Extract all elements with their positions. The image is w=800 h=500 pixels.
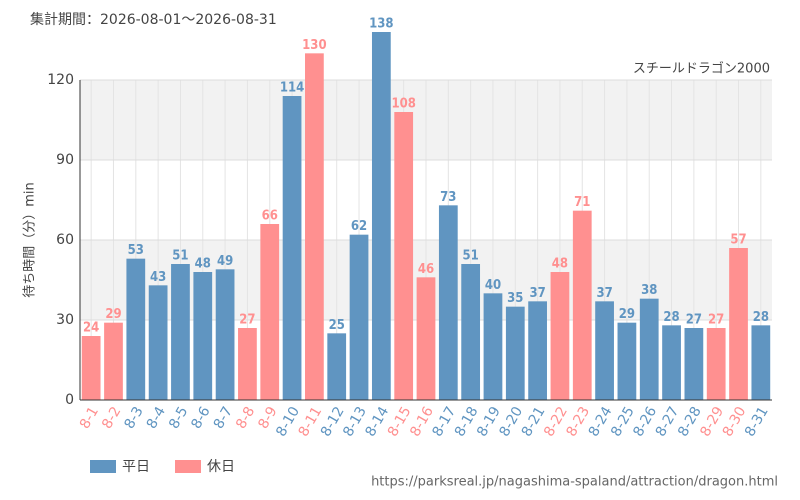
value-label: 53 <box>128 243 144 258</box>
y-tick-label: 60 <box>56 232 74 248</box>
bar <box>505 306 525 400</box>
value-label: 35 <box>507 291 523 306</box>
value-label: 29 <box>105 307 121 322</box>
bar <box>394 112 414 400</box>
bar <box>260 224 280 400</box>
bar <box>617 322 637 400</box>
bar <box>104 322 123 400</box>
x-tick-label: 8-3 <box>121 404 146 432</box>
bar <box>193 272 213 400</box>
bar <box>528 301 547 400</box>
bar <box>639 298 659 400</box>
value-label: 37 <box>529 286 545 301</box>
bar <box>595 301 614 400</box>
bar <box>706 328 726 400</box>
x-tick-label: 8-1 <box>77 404 102 432</box>
bar <box>684 328 704 400</box>
bar <box>572 210 592 400</box>
x-tick-label: 8-31 <box>742 404 772 440</box>
y-tick-label: 120 <box>47 72 74 88</box>
value-label: 27 <box>686 313 702 328</box>
value-label: 28 <box>753 310 769 325</box>
value-label: 114 <box>280 81 304 96</box>
bar <box>238 328 257 400</box>
legend-label: 平日 <box>122 459 150 475</box>
value-label: 48 <box>552 257 568 272</box>
x-tick-label: 8-6 <box>188 404 213 432</box>
value-label: 71 <box>574 195 590 210</box>
bar <box>81 336 101 400</box>
bar <box>483 293 503 400</box>
value-label: 43 <box>150 270 166 285</box>
value-label: 49 <box>217 254 233 269</box>
y-tick-label: 0 <box>65 392 74 408</box>
value-label: 37 <box>596 286 612 301</box>
value-label: 29 <box>619 307 635 322</box>
bar <box>327 333 347 400</box>
bar <box>148 285 168 400</box>
x-tick-label: 8-5 <box>166 404 191 432</box>
source: https://parksreal.jp/nagashima-spaland/a… <box>371 475 778 490</box>
value-label: 28 <box>663 310 679 325</box>
bar <box>550 272 570 400</box>
y-axis-label: 待ち時間（分）min <box>23 182 38 298</box>
y-tick-label: 30 <box>56 312 74 328</box>
bar <box>126 258 146 400</box>
value-label: 51 <box>172 249 188 264</box>
x-tick-label: 8-4 <box>144 404 169 432</box>
bar <box>371 32 391 400</box>
value-label: 24 <box>83 321 99 336</box>
bar <box>215 269 235 400</box>
bar <box>438 205 458 400</box>
value-label: 46 <box>418 262 434 277</box>
value-label: 48 <box>195 257 211 272</box>
x-tick-label: 8-7 <box>211 404 236 432</box>
value-label: 108 <box>391 97 415 112</box>
value-label: 51 <box>463 249 479 264</box>
subtitle: 集計期間：2026-08-01～2026-08-31 <box>30 11 277 28</box>
value-label: 130 <box>302 38 326 53</box>
legend-label: 休日 <box>207 459 235 475</box>
value-label: 73 <box>440 190 456 205</box>
value-label: 38 <box>641 283 657 298</box>
legend-swatch <box>90 460 116 473</box>
value-label: 27 <box>239 313 255 328</box>
bar <box>416 277 436 400</box>
bar <box>171 264 190 400</box>
annotation: スチールドラゴン2000 <box>633 61 770 77</box>
bar <box>751 325 771 400</box>
bar <box>729 248 748 400</box>
value-label: 62 <box>351 219 367 234</box>
value-label: 25 <box>329 318 345 333</box>
value-label: 138 <box>369 17 393 32</box>
bar <box>662 325 681 400</box>
bar <box>461 264 481 400</box>
legend-swatch <box>175 460 201 473</box>
value-label: 66 <box>262 209 278 224</box>
value-label: 27 <box>708 313 724 328</box>
value-label: 57 <box>730 233 746 248</box>
bar <box>305 53 324 400</box>
y-tick-label: 90 <box>56 152 74 168</box>
bar <box>282 96 302 400</box>
bar <box>349 234 369 400</box>
x-tick-label: 8-2 <box>99 404 124 432</box>
value-label: 40 <box>485 278 501 293</box>
x-tick-label: 8-8 <box>233 404 258 432</box>
